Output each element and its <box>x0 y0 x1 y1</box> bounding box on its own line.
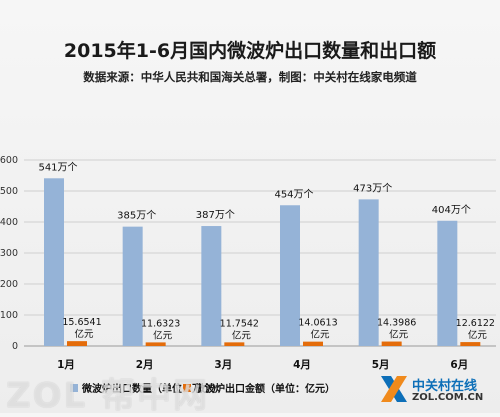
quantity-data-label: 473万个 <box>353 182 392 194</box>
amount-data-label: 14.3986 <box>377 318 416 329</box>
quantity-bar <box>280 205 300 346</box>
amount-data-label: 15.6541 <box>62 317 101 328</box>
amount-unit-label: 亿元 <box>310 329 330 341</box>
quantity-data-label: 387万个 <box>196 209 235 221</box>
legend-swatch-quantity <box>70 384 78 392</box>
quantity-data-label: 404万个 <box>432 204 471 216</box>
legend-swatch-amount <box>183 384 191 392</box>
legend-label-amount: 微波炉出口金额（单位：亿元） <box>194 382 335 395</box>
quantity-data-label: 454万个 <box>274 188 313 200</box>
x-tick-label: 6月 <box>450 359 468 371</box>
quantity-bar <box>437 220 458 346</box>
amount-bar <box>303 341 323 346</box>
y-tick-label: 500 <box>0 186 18 197</box>
brand-logo: 中关村在线 ZOL.COM.CN <box>379 374 494 408</box>
amount-bar <box>224 342 245 346</box>
quantity-bar <box>201 226 222 346</box>
amount-bar <box>145 342 166 346</box>
brand-name: 中关村在线 <box>412 379 478 394</box>
amount-data-label: 11.6323 <box>141 318 180 329</box>
quantity-data-label: 541万个 <box>38 161 77 173</box>
watermark: ZOL 帮中网 <box>6 376 210 416</box>
quantity-bar <box>358 199 379 346</box>
chart-title: 2015年1-6月国内微波炉出口数量和出口额 <box>63 40 437 62</box>
y-tick-label: 200 <box>0 279 18 290</box>
y-tick-label: 300 <box>0 248 18 259</box>
amount-data-label: 14.0613 <box>298 318 337 329</box>
x-tick-label: 1月 <box>57 359 75 371</box>
x-tick-label: 2月 <box>136 359 154 371</box>
amount-data-label: 11.7542 <box>220 318 259 329</box>
quantity-bar <box>44 178 64 346</box>
amount-data-label: 12.6122 <box>456 318 495 329</box>
quantity-data-label: 385万个 <box>117 210 156 222</box>
y-tick-label: 100 <box>0 310 18 321</box>
y-tick-label: 600 <box>0 155 18 166</box>
amount-unit-label: 亿元 <box>232 329 252 341</box>
amount-unit-label: 亿元 <box>468 329 488 341</box>
amount-unit-label: 亿元 <box>153 329 173 341</box>
amount-bar <box>67 341 87 346</box>
x-tick-label: 5月 <box>372 359 390 371</box>
quantity-bar <box>122 226 143 346</box>
x-tick-label: 3月 <box>214 359 232 371</box>
x-tick-label: 4月 <box>293 359 311 371</box>
zol-x-logo-icon <box>381 376 407 402</box>
y-tick-label: 400 <box>0 217 18 228</box>
y-tick-label: 0 <box>12 341 18 352</box>
amount-bar <box>381 341 402 346</box>
amount-bar <box>460 342 481 346</box>
chart-subtitle: 数据来源：中华人民共和国海关总署，制图：中关村在线家电频道 <box>83 70 417 84</box>
amount-unit-label: 亿元 <box>74 328 94 340</box>
amount-unit-label: 亿元 <box>389 329 409 341</box>
brand-domain: ZOL.COM.CN <box>412 392 484 403</box>
